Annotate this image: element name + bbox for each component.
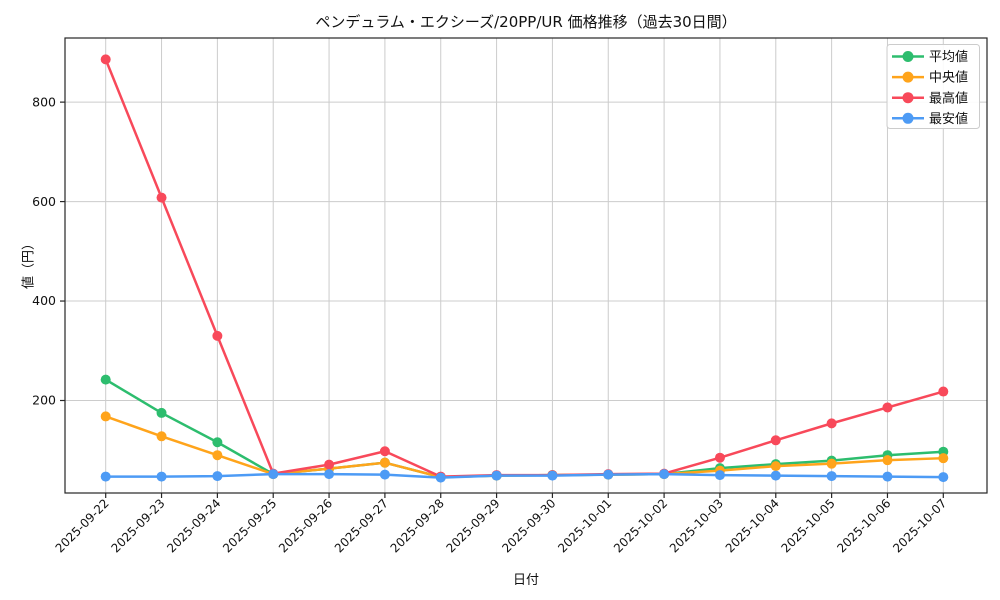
- y-tick-label: 400: [32, 293, 56, 308]
- y-tick-label: 800: [32, 94, 56, 109]
- legend-item: 最安値: [892, 111, 968, 127]
- data-point-marker: [156, 192, 167, 203]
- data-point-marker: [826, 458, 837, 469]
- data-point-marker: [156, 471, 167, 482]
- series-line: [104, 472, 945, 479]
- data-point-marker: [379, 457, 390, 468]
- series-line: [104, 415, 945, 479]
- x-tick-label: 2025-09-25: [220, 496, 279, 555]
- x-tick-label: 2025-10-07: [890, 496, 949, 555]
- x-tick-label: 2025-09-28: [388, 496, 447, 555]
- data-point-marker: [770, 461, 781, 472]
- data-point-marker: [491, 470, 502, 481]
- x-tick-label: 2025-10-03: [667, 496, 726, 555]
- x-tick-label: 2025-09-26: [276, 496, 335, 555]
- x-tick-label: 2025-10-02: [611, 496, 670, 555]
- data-point-marker: [324, 459, 335, 470]
- data-point-marker: [938, 453, 949, 464]
- chart-title: ペンデュラム・エクシーズ/20PP/UR 価格推移（過去30日間）: [315, 13, 737, 31]
- data-point-marker: [100, 471, 111, 482]
- data-point-marker: [379, 446, 390, 457]
- data-point-marker: [212, 437, 223, 448]
- data-point-marker: [714, 452, 725, 463]
- data-point-marker: [938, 472, 949, 483]
- legend-marker: [902, 112, 914, 124]
- data-point-marker: [826, 471, 837, 482]
- x-axis-label: 日付: [512, 573, 539, 588]
- x-tick-label: 2025-10-05: [779, 496, 838, 555]
- legend-marker: [902, 71, 914, 83]
- legend-label: 最高値: [929, 90, 968, 106]
- x-tick-label: 2025-10-06: [834, 496, 893, 555]
- data-point-marker: [212, 450, 223, 461]
- data-point-marker: [603, 469, 614, 480]
- data-point-marker: [938, 386, 949, 397]
- data-point-marker: [770, 435, 781, 446]
- data-point-marker: [659, 469, 670, 480]
- legend-label: 中央値: [929, 70, 968, 86]
- data-point-marker: [714, 470, 725, 481]
- data-point-marker: [770, 470, 781, 481]
- y-tick-label: 600: [32, 194, 56, 209]
- x-tick-label: 2025-09-23: [108, 496, 167, 555]
- legend-label: 最安値: [929, 111, 968, 127]
- data-point-marker: [100, 54, 111, 65]
- data-point-marker: [212, 471, 223, 482]
- x-tick-label: 2025-09-29: [443, 496, 502, 555]
- data-point-marker: [324, 469, 335, 480]
- data-point-marker: [882, 471, 893, 482]
- x-tick-label: 2025-10-04: [723, 496, 782, 555]
- y-tick-label: 200: [32, 393, 56, 408]
- y-axis-label: 値（円）: [21, 236, 37, 290]
- legend-marker: [902, 92, 914, 104]
- x-tick-label: 2025-09-24: [164, 496, 223, 555]
- plot-border: [64, 37, 988, 494]
- x-tick-label: 2025-10-01: [555, 496, 614, 555]
- data-point-marker: [212, 330, 223, 341]
- legend-item: 中央値: [892, 70, 968, 86]
- legend-box: [886, 44, 980, 129]
- x-tick-label: 2025-09-30: [499, 496, 558, 555]
- legend-item: 平均値: [892, 49, 968, 65]
- data-point-marker: [156, 407, 167, 418]
- legend-marker: [902, 51, 914, 62]
- data-point-marker: [882, 455, 893, 466]
- data-point-marker: [379, 469, 390, 480]
- data-point-marker: [547, 470, 558, 481]
- data-point-marker: [100, 374, 111, 385]
- x-tick-label: 2025-09-22: [53, 496, 112, 555]
- data-point-marker: [826, 418, 837, 429]
- data-point-marker: [100, 411, 111, 422]
- data-point-marker: [435, 472, 446, 483]
- data-point-marker: [268, 469, 279, 480]
- data-point-marker: [156, 431, 167, 442]
- legend-label: 平均値: [929, 49, 968, 65]
- x-tick-label: 2025-09-27: [332, 496, 391, 555]
- series-line: [104, 58, 945, 478]
- data-point-marker: [882, 402, 893, 413]
- legend-item: 最高値: [892, 90, 968, 106]
